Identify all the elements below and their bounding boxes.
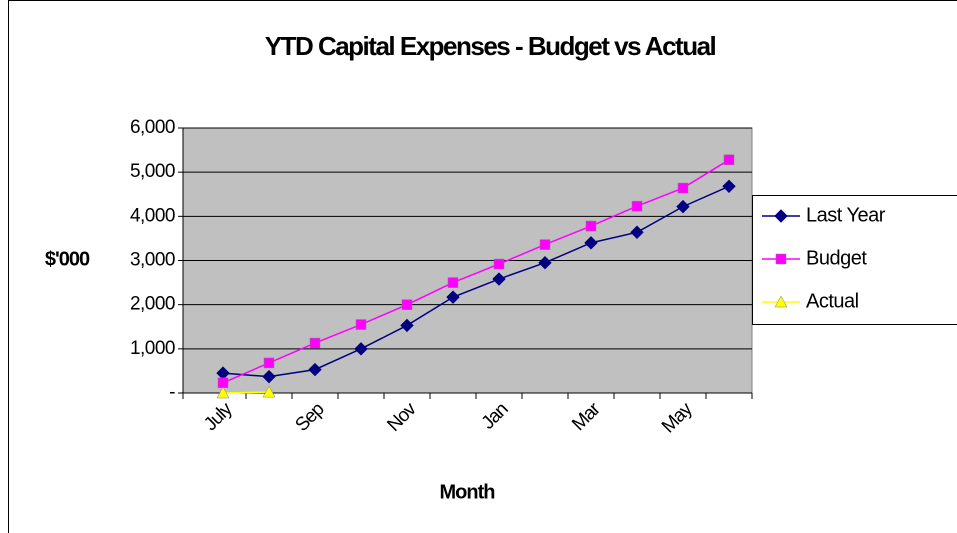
marker	[584, 236, 598, 250]
marker	[263, 357, 275, 369]
marker	[447, 277, 459, 288]
y-tick-label: 3,000	[130, 250, 175, 271]
marker	[775, 253, 787, 265]
marker	[722, 179, 736, 194]
chart-title: YTD Capital Expenses - Budget vs Actual	[265, 31, 716, 61]
series-line	[222, 185, 730, 378]
legend: Last Year Budget Actual	[752, 195, 957, 325]
marker	[630, 225, 644, 239]
marker	[676, 199, 690, 214]
marker	[677, 182, 689, 194]
marker	[355, 319, 367, 330]
legend-label: Actual	[806, 290, 859, 312]
y-tick-label: 1,000	[130, 338, 175, 359]
legend-label: Last Year	[806, 204, 886, 226]
x-axis-label: Month	[440, 481, 495, 503]
y-tick-label: 2,000	[130, 294, 175, 315]
marker	[538, 256, 552, 270]
marker	[723, 154, 735, 166]
series-line	[222, 391, 270, 394]
marker	[308, 362, 322, 377]
marker	[585, 220, 597, 232]
marker	[262, 385, 276, 398]
y-tick-label: 5,000	[130, 161, 175, 182]
legend-label: Budget	[806, 247, 867, 269]
marker	[401, 299, 413, 310]
y-tick-label: -	[169, 382, 175, 403]
marker	[774, 295, 788, 308]
marker	[216, 386, 230, 399]
marker	[309, 337, 321, 349]
y-axis-label: $'000	[45, 248, 90, 270]
marker	[631, 200, 643, 212]
marker	[446, 290, 460, 304]
marker	[539, 239, 551, 250]
marker	[262, 369, 276, 384]
series-line	[222, 159, 730, 384]
marker	[400, 318, 414, 333]
y-tick-label: 6,000	[130, 117, 175, 138]
y-tick-label: 4,000	[130, 205, 175, 226]
marker	[354, 342, 368, 356]
marker	[492, 272, 506, 286]
marker	[493, 258, 505, 270]
marker	[774, 209, 788, 223]
marker	[217, 377, 229, 389]
